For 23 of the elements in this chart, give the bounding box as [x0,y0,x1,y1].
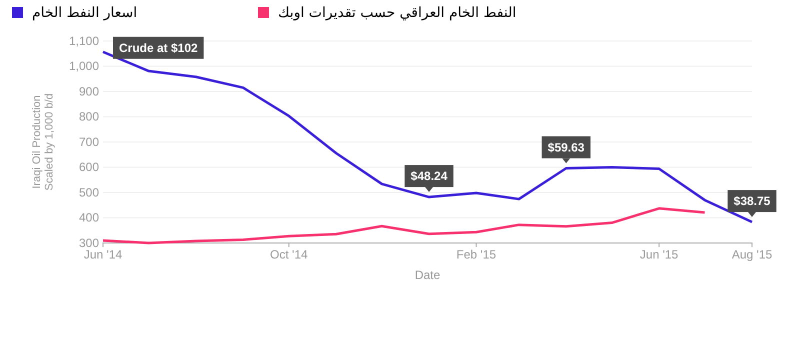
x-tick-label: Jun '15 [640,248,679,262]
y-tick-label: 1,100 [68,34,100,48]
x-tick-label: Aug '15 [732,248,772,262]
annotation: $48.24 [410,169,448,184]
x-tick-label: Feb '15 [456,248,496,262]
y-tick-label: 300 [78,236,100,250]
legend-label: اسعار النفط الخام [32,5,138,21]
y-tick-label: 600 [78,160,100,174]
x-tick-label: Oct '14 [270,248,308,262]
y-tick-label: 700 [78,134,100,149]
y-axis-title: Iraqi Oil Production Scaled by 1,000 b/d [31,93,56,191]
line-series [102,207,706,244]
y-tick-label: 1,000 [68,59,100,74]
annotation: $59.63 [548,140,585,154]
y-tick-label: 900 [78,84,100,98]
legend-label: النفط الخام العراقي حسب تقديرات اوبك [278,5,516,21]
y-tick-label: 400 [78,210,100,225]
y-tick-label: 500 [78,185,100,200]
annotation: Crude at $102 [119,40,198,55]
y-tick-label: 800 [78,110,100,124]
x-axis-title: Date [414,268,440,282]
x-tick-label: Jun '14 [84,248,122,262]
annotation: $38.75 [734,194,771,208]
